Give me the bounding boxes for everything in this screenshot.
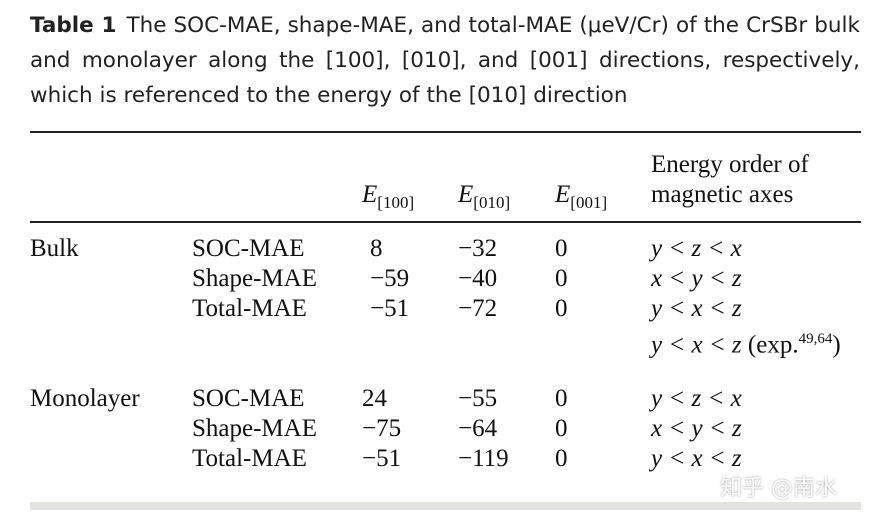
- value-cell: 24: [362, 385, 387, 412]
- bottom-bar: [30, 502, 861, 510]
- order-cell: y < z < x: [651, 385, 742, 412]
- top-rule: [30, 131, 861, 133]
- header-symbol: E: [458, 181, 474, 208]
- value-cell: −72: [458, 295, 498, 322]
- header-subscript: [001]: [570, 193, 608, 212]
- value-cell: −64: [458, 415, 498, 442]
- caption-label: Table 1: [30, 13, 117, 38]
- caption: Table 1 The SOC-MAE, shape-MAE, and total…: [30, 8, 860, 113]
- header-cell: E[010]: [458, 180, 510, 218]
- header-symbol: E: [555, 181, 571, 208]
- order-cell: y < x < z: [651, 295, 742, 322]
- value-cell: −119: [458, 445, 509, 472]
- watermark: 知乎 @南水: [720, 476, 837, 501]
- value-cell: −75: [362, 415, 402, 442]
- order-note: (exp.: [747, 331, 799, 359]
- order-cell: x < y < z: [651, 415, 742, 442]
- order-note-close: ): [832, 331, 841, 359]
- value-cell: 0: [555, 235, 568, 262]
- value-cell: −51: [370, 295, 410, 322]
- value-cell: 0: [555, 415, 568, 442]
- header-cell: Energy order of magnetic axes: [651, 151, 809, 208]
- value-cell: 0: [555, 265, 568, 292]
- group-name: Bulk: [30, 235, 79, 262]
- reference: 49,64: [798, 331, 833, 347]
- row-label: Shape-MAE: [192, 265, 317, 292]
- order-cell: y < x < z: [651, 445, 742, 472]
- order-text: y < x < z: [651, 331, 742, 359]
- header-rule: [30, 221, 861, 223]
- group-name: Monolayer: [30, 385, 140, 412]
- row-label: Total-MAE: [192, 445, 307, 472]
- value-cell: −59: [370, 265, 410, 292]
- header-cell: E[001]: [555, 180, 607, 218]
- order-cell: y < x < z (exp.49,64): [651, 324, 841, 360]
- value-cell: −55: [458, 385, 498, 412]
- value-cell: −51: [362, 445, 402, 472]
- row-label: Total-MAE: [192, 295, 307, 322]
- order-cell: x < y < z: [651, 265, 742, 292]
- header-cell: E[100]: [362, 180, 414, 218]
- header-symbol: E: [362, 181, 378, 208]
- row-label: SOC-MAE: [192, 385, 305, 412]
- header-subscript: [100]: [377, 193, 415, 212]
- row-label: Shape-MAE: [192, 415, 317, 442]
- caption-text: The SOC-MAE, shape-MAE, and total-MAE (μ…: [30, 13, 860, 108]
- order-cell: y < z < x: [651, 235, 742, 262]
- value-cell: −32: [458, 235, 498, 262]
- value-cell: 0: [555, 445, 568, 472]
- value-cell: 8: [370, 235, 383, 262]
- row-label: SOC-MAE: [192, 235, 305, 262]
- value-cell: −40: [458, 265, 498, 292]
- value-cell: 0: [555, 295, 568, 322]
- value-cell: 0: [555, 385, 568, 412]
- header-subscript: [010]: [473, 193, 511, 212]
